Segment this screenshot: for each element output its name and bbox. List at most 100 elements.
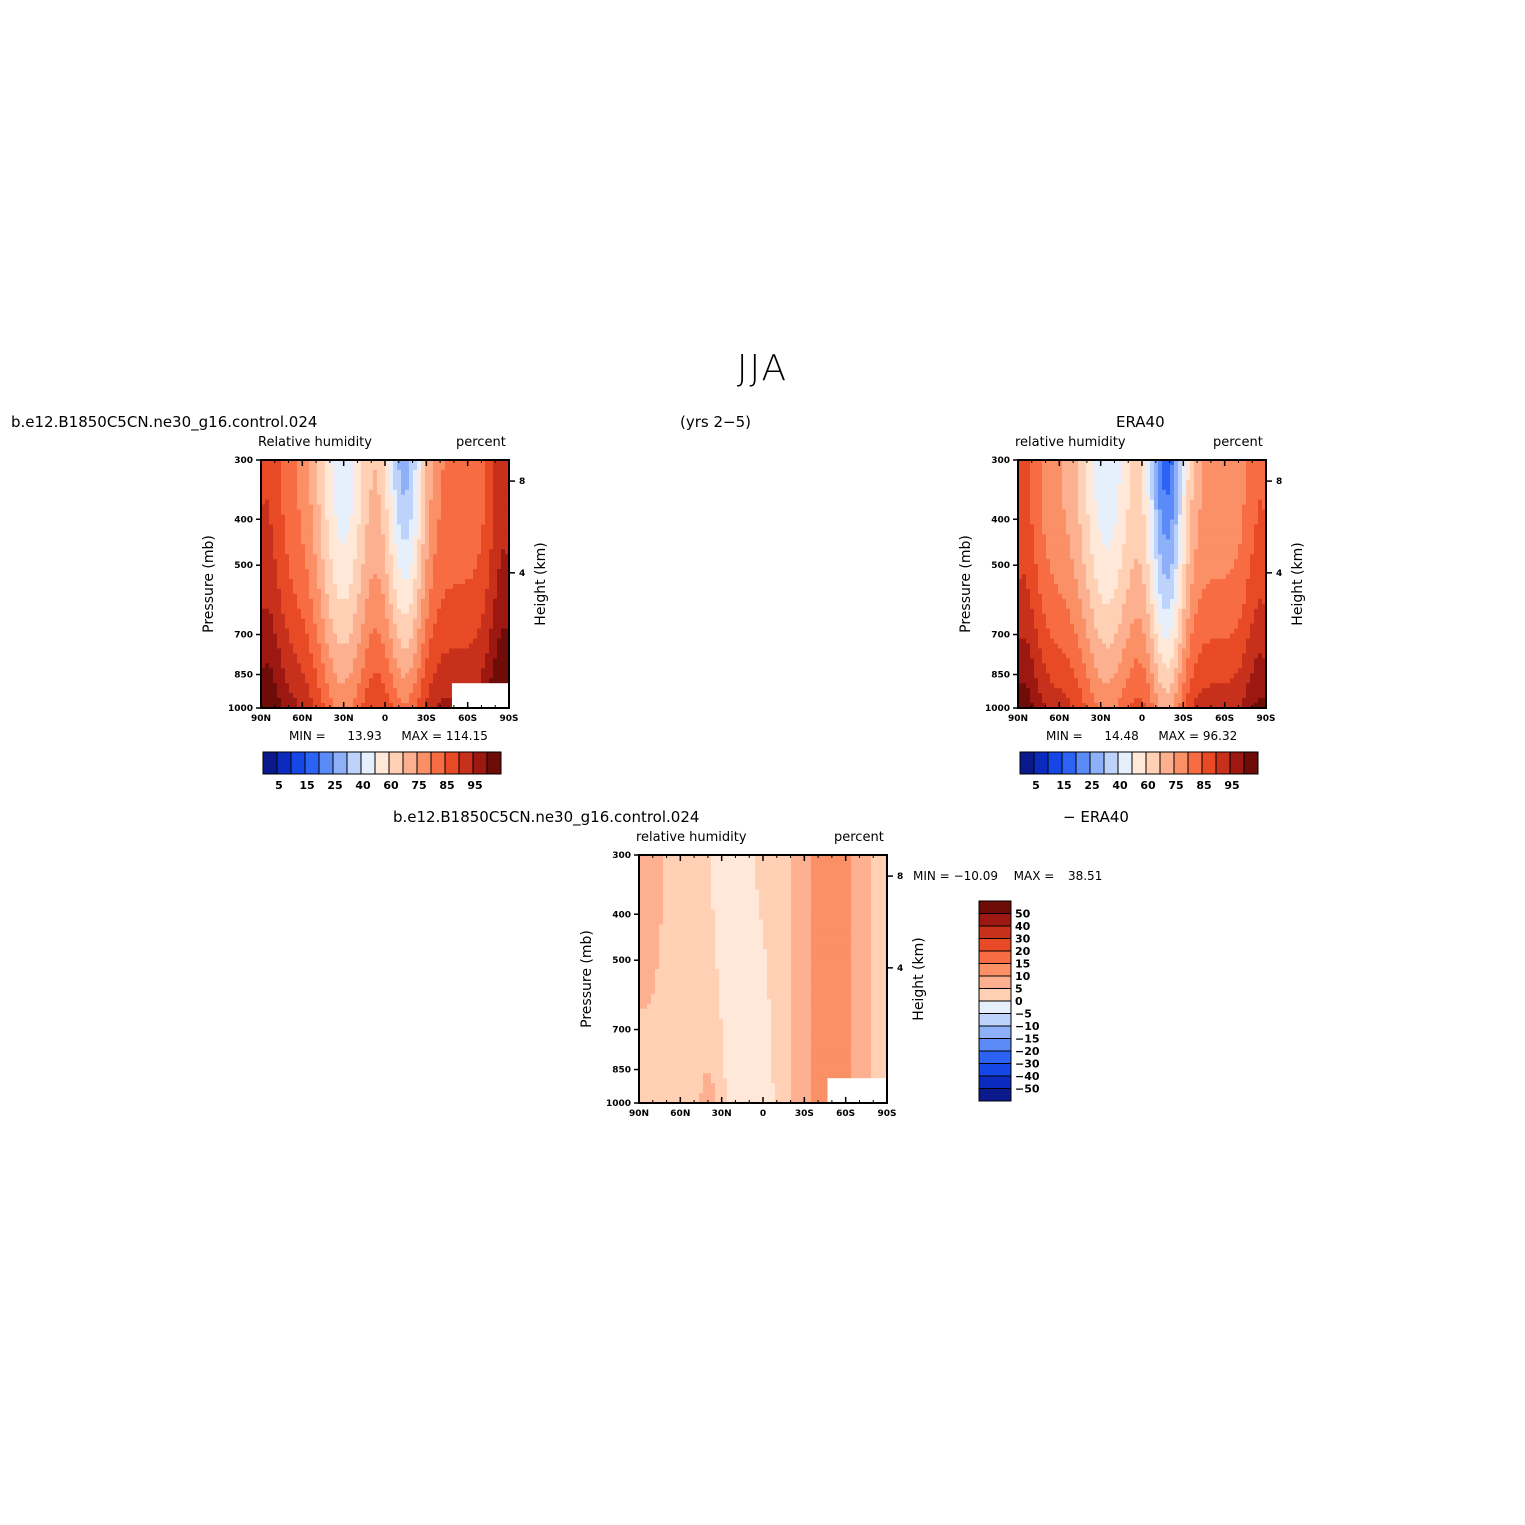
colorbar-box <box>1159 751 1175 775</box>
colorbar-box <box>978 938 1012 952</box>
x-tick-label: 90N <box>251 714 271 722</box>
x-tick-label: 30N <box>712 1109 732 1119</box>
colorbar-box <box>486 751 502 775</box>
y2-axis-label: Height (km) <box>1290 542 1306 625</box>
y-tick-label: 300 <box>612 851 631 861</box>
diff-ref-label: − ERA40 <box>1063 808 1129 826</box>
case-label: b.e12.B1850C5CN.ne30_g16.control.024 <box>11 413 318 431</box>
colorbar-label: 60 <box>1140 779 1156 792</box>
colorbar-box <box>978 1013 1012 1027</box>
missing-data-area <box>827 1078 887 1103</box>
colorbar-box <box>1075 751 1091 775</box>
x-tick-label: 30S <box>795 1109 814 1119</box>
y2-axis-label: Height (km) <box>533 542 549 625</box>
x-tick-label: 30S <box>417 714 436 722</box>
era40-plot: 90N 60N 30N 0 30S 60S 90S 300 400 500 700 850 1000 8 4… <box>958 456 1306 722</box>
y-tick-label: 400 <box>234 515 253 525</box>
model-plot: 90N 60N 30N 0 30S 60S 90S 300 400 500 700 850 1000 8 4… <box>201 456 549 722</box>
x-tick-label: 0 <box>760 1109 766 1119</box>
y-tick-label: 700 <box>991 631 1010 641</box>
colorbar-box <box>1201 751 1217 775</box>
y-tick-label: 850 <box>991 671 1010 681</box>
y-axis-label: Pressure (mb) <box>579 930 595 1028</box>
colorbar-box <box>1131 751 1147 775</box>
colorbar-box <box>472 751 488 775</box>
min-label: MIN = <box>1046 729 1083 743</box>
y-tick-label: 700 <box>612 1026 631 1036</box>
x-tick-label: 90N <box>1008 714 1028 722</box>
x-tick-label: 30N <box>334 714 354 722</box>
colorbar-box <box>1047 751 1063 775</box>
colorbar-box <box>1117 751 1133 775</box>
colorbar-label: 50 <box>1015 908 1031 921</box>
colorbar-label: 40 <box>1112 779 1128 792</box>
x-tick-label: 0 <box>1139 714 1145 722</box>
colorbar-label: 95 <box>467 779 482 792</box>
era40-panel: relative humidity percent 90N 60N 30N 0 30S 6… <box>952 432 1312 802</box>
colorbar-box <box>978 900 1012 914</box>
diff-stats: MIN = −10.09 MAX = 38.51 <box>913 869 1102 883</box>
min-label: MIN = <box>289 729 326 743</box>
era40-stats: MIN = 14.48 MAX = 96.32 <box>1046 729 1237 743</box>
model-left-label: Relative humidity <box>258 435 372 450</box>
colorbar-box <box>1229 751 1245 775</box>
colorbar-box <box>458 751 474 775</box>
colorbar-box <box>978 1063 1012 1077</box>
x-tick-label: 60N <box>1049 714 1069 722</box>
y-tick-label: 300 <box>234 456 253 466</box>
page-title: JJA <box>736 348 789 389</box>
colorbar-label: 5 <box>275 779 283 792</box>
era40-colorbar: 5 15 25 40 60 75 85 95 <box>1019 751 1259 792</box>
y-tick-label: 700 <box>234 631 253 641</box>
colorbar-label: −20 <box>1015 1045 1040 1058</box>
colorbar-box <box>388 751 404 775</box>
colorbar-box <box>978 988 1012 1002</box>
colorbar-label: 5 <box>1015 983 1023 996</box>
x-tick-label: 60S <box>836 1109 855 1119</box>
colorbar-box <box>1061 751 1077 775</box>
y-tick-label: 850 <box>612 1066 631 1076</box>
colorbar-box <box>332 751 348 775</box>
colorbar-box <box>1103 751 1119 775</box>
colorbar-box <box>1243 751 1259 775</box>
min-label: MIN = <box>913 869 950 883</box>
colorbar-label: 15 <box>1056 779 1071 792</box>
colorbar-box <box>276 751 292 775</box>
max-label: MAX = <box>401 729 443 743</box>
colorbar-box <box>1019 751 1035 775</box>
colorbar-label: −50 <box>1015 1083 1040 1096</box>
colorbar-box <box>444 751 460 775</box>
x-tick-label: 30N <box>1091 714 1111 722</box>
colorbar-box <box>1173 751 1189 775</box>
colorbar-box <box>1089 751 1105 775</box>
max-value: 96.32 <box>1202 729 1238 743</box>
colorbar-label: 75 <box>411 779 426 792</box>
y-tick-label: 1000 <box>228 704 253 714</box>
era40-right-label: percent <box>1213 435 1263 450</box>
colorbar-box <box>262 751 278 775</box>
y-axis-label: Pressure (mb) <box>958 535 974 633</box>
colorbar-label: −5 <box>1015 1008 1032 1021</box>
x-tick-label: 90N <box>629 1109 649 1119</box>
colorbar-box <box>978 1000 1012 1014</box>
years-label: (yrs 2−5) <box>680 413 751 431</box>
diff-plot: 90N 60N 30N 0 30S 60S 90S 300 400 500 700 850 1000 8 4… <box>579 851 927 1119</box>
y-tick-label: 500 <box>991 561 1010 571</box>
model-colorbar: 5 15 25 40 60 75 85 95 <box>262 751 502 792</box>
x-tick-label: 60S <box>1215 714 1234 722</box>
colorbar-box <box>360 751 376 775</box>
diff-right-label: percent <box>834 830 884 845</box>
x-tick-label: 30S <box>1174 714 1193 722</box>
max-label: MAX = <box>1013 869 1055 883</box>
y2-tick-label: 4 <box>519 569 525 579</box>
colorbar-label: 95 <box>1224 779 1239 792</box>
contour-field <box>1018 460 1267 709</box>
y-tick-label: 850 <box>234 671 253 681</box>
x-tick-label: 60N <box>670 1109 690 1119</box>
x-tick-label: 90S <box>877 1109 896 1119</box>
colorbar-label: 5 <box>1032 779 1040 792</box>
y-tick-label: 500 <box>612 956 631 966</box>
y-tick-label: 400 <box>991 515 1010 525</box>
colorbar-box <box>978 950 1012 964</box>
